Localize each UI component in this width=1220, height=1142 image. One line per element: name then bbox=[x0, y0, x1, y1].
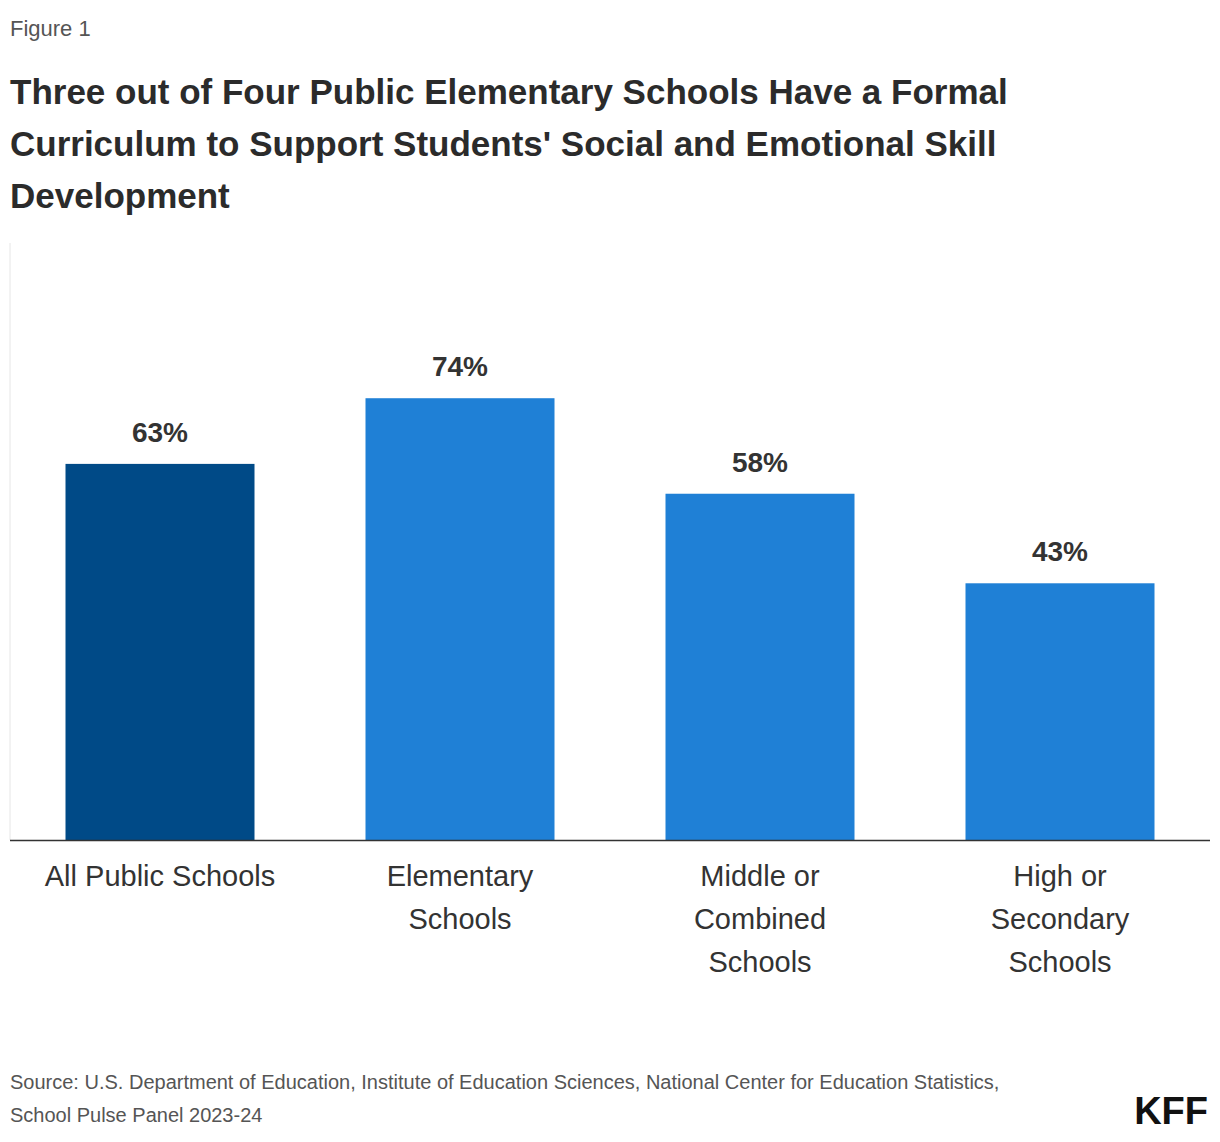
labels: 63% All Public Schools 74% ElementarySchool… bbox=[45, 351, 1130, 978]
bar bbox=[366, 398, 555, 840]
logo: KFF bbox=[1134, 1090, 1208, 1132]
data-label: 63% bbox=[132, 417, 188, 448]
bar bbox=[966, 583, 1155, 840]
category-label: High orSecondarySchools bbox=[991, 860, 1130, 978]
bar bbox=[66, 464, 255, 840]
category-label: ElementarySchools bbox=[387, 860, 534, 935]
data-label: 58% bbox=[732, 447, 788, 478]
baseline bbox=[10, 840, 1210, 842]
y-axis-line bbox=[10, 243, 11, 840]
data-label: 74% bbox=[432, 351, 488, 382]
source: Source: U.S. Department of Education, In… bbox=[10, 1071, 999, 1126]
category-label: Middle orCombinedSchools bbox=[694, 860, 826, 978]
chart: Figure 1 Three out of Four Public Element… bbox=[0, 0, 1220, 1142]
figure-label: Figure 1 bbox=[10, 16, 91, 41]
data-label: 43% bbox=[1032, 536, 1088, 567]
bars bbox=[66, 398, 1155, 840]
title: Three out of Four Public Elementary Scho… bbox=[10, 72, 1008, 215]
bar bbox=[666, 494, 855, 840]
category-label: All Public Schools bbox=[45, 860, 276, 892]
